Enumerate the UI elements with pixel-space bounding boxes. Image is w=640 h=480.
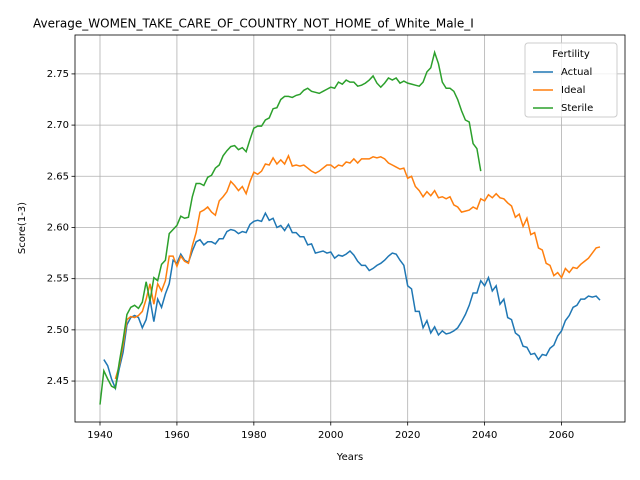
y-tick-label: 2.75 bbox=[47, 69, 69, 80]
y-tick-label: 2.70 bbox=[47, 120, 69, 131]
x-tick-label: 2060 bbox=[549, 430, 574, 441]
legend-label: Sterile bbox=[561, 103, 593, 114]
y-axis-label: Score(1-3) bbox=[17, 202, 28, 254]
x-tick-label: 2000 bbox=[318, 430, 343, 441]
legend: Fertility Actual Ideal Sterile bbox=[524, 42, 618, 118]
x-axis-label: Years bbox=[336, 452, 363, 463]
line-series bbox=[114, 153, 601, 380]
x-tick-label: 2040 bbox=[472, 430, 497, 441]
y-tick-label: 2.45 bbox=[47, 376, 69, 387]
y-tick-label: 2.55 bbox=[47, 274, 69, 285]
legend-box bbox=[524, 42, 618, 118]
x-tick-label: 1960 bbox=[164, 430, 189, 441]
axes-frame bbox=[74, 34, 626, 423]
y-tick-label: 2.60 bbox=[47, 222, 69, 233]
legend-label: Actual bbox=[561, 67, 592, 78]
x-tick-label: 1940 bbox=[87, 430, 112, 441]
y-tick-label: 2.65 bbox=[47, 171, 69, 182]
legend-label: Ideal bbox=[561, 85, 585, 96]
x-tick-label: 1980 bbox=[241, 430, 266, 441]
y-tick-label: 2.50 bbox=[47, 325, 69, 336]
chart-title: Average_WOMEN_TAKE_CARE_OF_COUNTRY_NOT_H… bbox=[33, 17, 474, 31]
line-series bbox=[99, 49, 482, 405]
legend-title: Fertility bbox=[552, 49, 590, 60]
x-tick-label: 2020 bbox=[395, 430, 420, 441]
line-series bbox=[103, 211, 601, 391]
